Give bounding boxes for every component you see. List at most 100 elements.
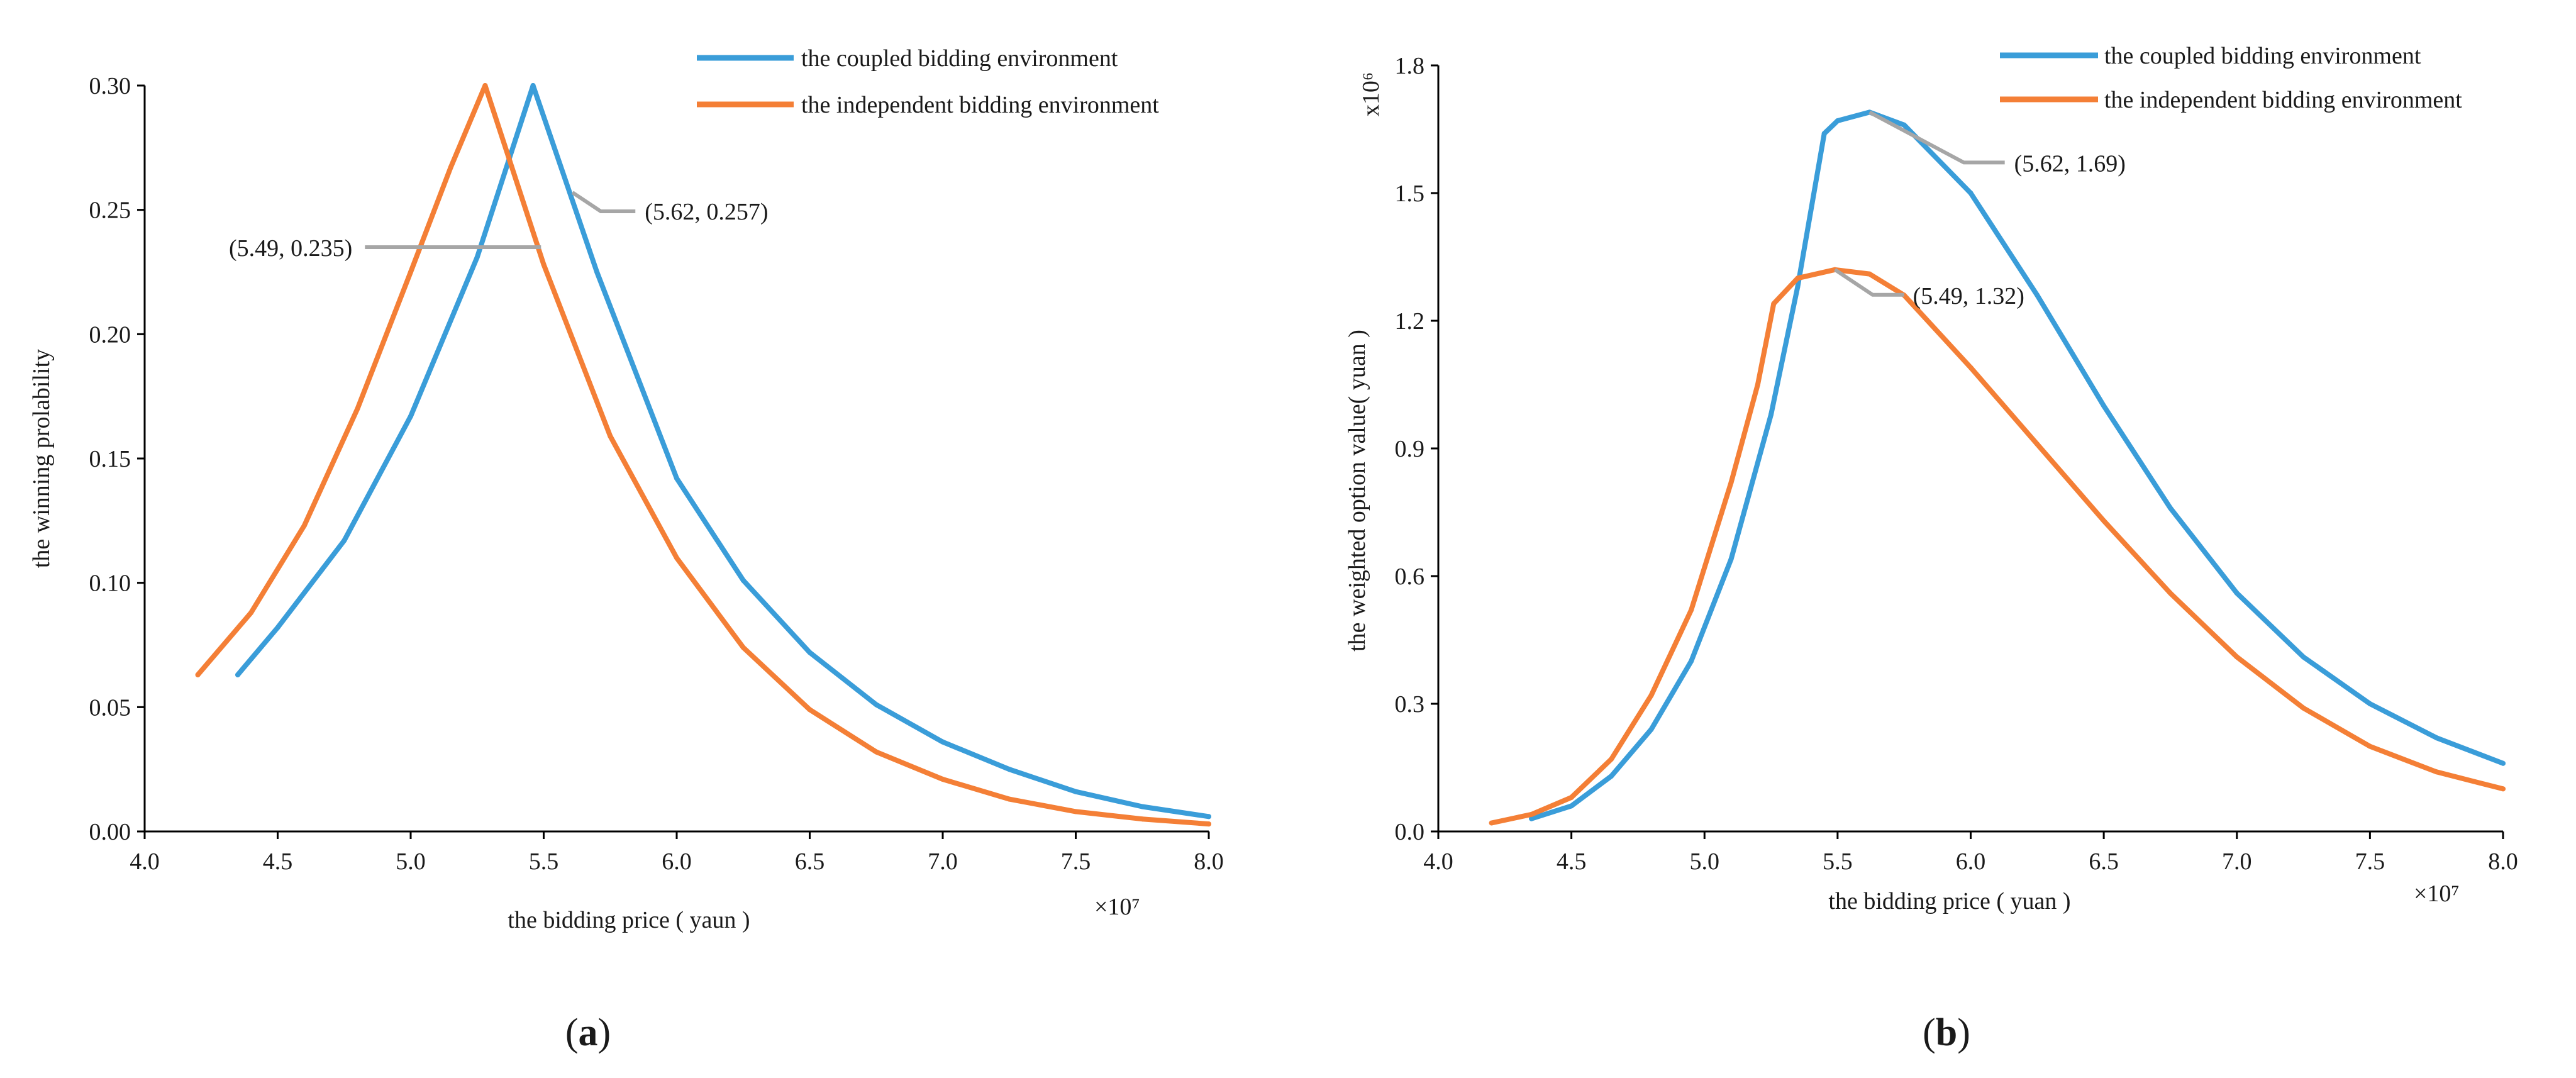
panel-a-data-point-coupled (275, 625, 280, 630)
panel-a-data-point-independent (807, 707, 813, 713)
panel-b-data-point-independent (2301, 705, 2306, 711)
panel-a-annotation-label: (5.62, 0.257) (645, 199, 768, 225)
panel-a-data-point-coupled (674, 475, 679, 481)
panel-a-data-point-independent (874, 749, 879, 755)
panel-b-annotation-label: (5.62, 1.69) (2014, 150, 2126, 177)
panel-b-y-tick-label: 0.3 (1395, 691, 1425, 718)
panel-a-legend-label-coupled: the coupled bidding environment (801, 45, 1118, 72)
panel-a-series-line-independent (195, 83, 1211, 827)
panel-b-data-point-independent (1689, 608, 1694, 613)
panel-b-data-point-independent (1867, 271, 1872, 277)
panel-b-data-point-coupled (1901, 122, 1907, 128)
panel-a-data-point-independent (482, 83, 488, 88)
panel-b-label-letter: b (1936, 1011, 1957, 1054)
panel-b-data-point-coupled (2101, 403, 2107, 409)
panel-a-series-line-coupled (235, 83, 1211, 820)
panel-a-label-letter: a (579, 1011, 598, 1054)
panel-a-data-point-coupled (740, 577, 746, 583)
panel-b-data-point-independent (2035, 442, 2040, 447)
panel-b-data-point-coupled (2167, 505, 2173, 511)
panel-b-data-point-independent (1968, 365, 1974, 370)
panel-b-x-tick-label: 5.0 (1690, 848, 1720, 875)
panel-b-data-point-independent (1529, 811, 1535, 817)
panel-b-x-tick-label: 4.0 (1423, 848, 1453, 875)
panel-a-y-tick-label: 0.15 (89, 446, 131, 472)
panel-b-x-tick-label: 7.5 (2355, 848, 2385, 875)
panel-a-data-point-independent (1006, 796, 1012, 802)
panel-b-data-point-independent (2234, 654, 2240, 660)
panel-a-data-point-coupled (807, 650, 813, 655)
panel-b-data-point-coupled (1968, 191, 1974, 196)
panel-a-data-point-coupled (530, 83, 536, 88)
panel-b-series-line-coupled (1529, 109, 2506, 821)
panel-a-data-point-independent (1206, 821, 1211, 827)
panel-b-annotation-label: (5.49, 1.32) (1913, 283, 2024, 309)
panel-b-data-point-coupled (1689, 658, 1694, 664)
panel-b-plot-area (1437, 65, 2503, 833)
panel-a-x-tick-label: 5.5 (529, 848, 559, 875)
panel-a-plot-area (143, 86, 1209, 833)
panel-b-x-multiplier: ×10⁷ (2414, 881, 2460, 907)
panel-a-label: (a) (565, 1011, 611, 1054)
panel-b-legend-label-coupled: the coupled bidding environment (2104, 43, 2421, 69)
panel-b-y-tick-label: 1.5 (1395, 181, 1425, 207)
panel-b-y-tick-label: 0.6 (1395, 564, 1425, 590)
panel-b-data-point-coupled (1648, 726, 1654, 732)
panel-a-y-tick-label: 0.20 (89, 321, 131, 348)
panel-a-x-ticks: 4.0 4.5 5.0 5.5 6.0 6.5 7.0 7.5 8.0 (130, 831, 1224, 875)
panel-b-data-point-coupled (1821, 131, 1827, 136)
panel-a-data-point-coupled (408, 413, 413, 419)
panel-a-legend-label-independent: the independent bidding environment (801, 92, 1159, 118)
panel-a-data-point-coupled (235, 672, 241, 677)
panel-b-data-point-independent (1755, 382, 1760, 387)
panel-a-x-tick-label: 5.0 (396, 848, 426, 875)
panel-a-data-point-independent (1073, 809, 1079, 814)
panel-b-legend-label-independent: the independent bidding environment (2104, 87, 2462, 113)
panel-a-data-point-independent (408, 269, 413, 275)
panel-b-data-point-coupled (1529, 816, 1535, 821)
panel-b-data-point-coupled (1728, 556, 1734, 562)
panel-b-data-point-independent (2167, 591, 2173, 596)
panel-a-data-point-independent (674, 555, 679, 561)
panel-b-x-tick-label: 6.0 (1956, 848, 1986, 875)
panel-a-data-point-coupled (1140, 804, 1145, 809)
panel-b-data-point-independent (2101, 518, 2107, 524)
panel-b-y-tick-label: 1.8 (1395, 53, 1425, 79)
panel-a-x-tick-label: 7.0 (928, 848, 958, 875)
panel-a-y-ticks: 0.00 0.05 0.10 0.15 0.20 0.25 0.30 (89, 73, 145, 845)
panel-a-data-point-independent (301, 523, 307, 528)
panel-a-y-axis-title: the winning prolability (28, 349, 55, 568)
panel-b-data-point-coupled (2301, 654, 2306, 660)
panel-b-data-point-coupled (2434, 735, 2440, 741)
panel-a-x-tick-label: 4.5 (263, 848, 293, 875)
panel-b-data-point-independent (1728, 480, 1734, 486)
panel-a-annotation-label: (5.49, 0.235) (229, 235, 352, 262)
panel-b-x-axis-title: the bidding price ( yuan ) (1828, 888, 2070, 914)
panel-b-annotation-leader (1868, 110, 2005, 165)
panel-a-data-point-independent (940, 776, 945, 782)
panel-b-data-point-coupled (1835, 118, 1840, 123)
panel-b-chart: 4.0 4.5 5.0 5.5 6.0 6.5 7.0 7.5 8.0 0.0 0.3 0.6 0.9… (1344, 43, 2518, 1054)
panel-a-chart: 4.0 4.5 5.0 5.5 6.0 6.5 7.0 7.5 8.0 0.00 0.05 0.10… (28, 45, 1224, 1054)
panel-b-data-point-coupled (1609, 774, 1614, 779)
panel-b-x-tick-label: 5.5 (1823, 848, 1853, 875)
panel-a-data-point-coupled (474, 254, 480, 260)
panel-b-data-point-independent (2367, 743, 2373, 749)
panel-a-x-tick-label: 4.0 (130, 848, 160, 875)
panel-a-y-tick-label: 0.00 (89, 819, 131, 845)
panel-a-data-point-coupled (1206, 814, 1211, 820)
panel-b-series-line-independent (1489, 267, 2506, 826)
panel-a-x-tick-label: 6.0 (662, 848, 692, 875)
panel-b-x-ticks: 4.0 4.5 5.0 5.5 6.0 6.5 7.0 7.5 8.0 (1423, 831, 2518, 875)
panel-b-y-axis-title: the weighted option value( yuan ) (1344, 330, 1370, 652)
panel-b-x-tick-label: 8.0 (2488, 848, 2518, 875)
panel-a-legend: the coupled bidding environment the inde… (697, 45, 1159, 118)
panel-b-data-point-coupled (1795, 284, 1801, 289)
panel-a-x-tick-label: 8.0 (1194, 848, 1224, 875)
panel-a-x-tick-label: 7.5 (1061, 848, 1091, 875)
panel-b-data-point-coupled (2234, 591, 2240, 596)
panel-b-data-point-coupled (2501, 760, 2506, 766)
panel-a-data-point-coupled (1073, 789, 1079, 794)
panel-a-x-multiplier: ×10⁷ (1094, 894, 1140, 920)
